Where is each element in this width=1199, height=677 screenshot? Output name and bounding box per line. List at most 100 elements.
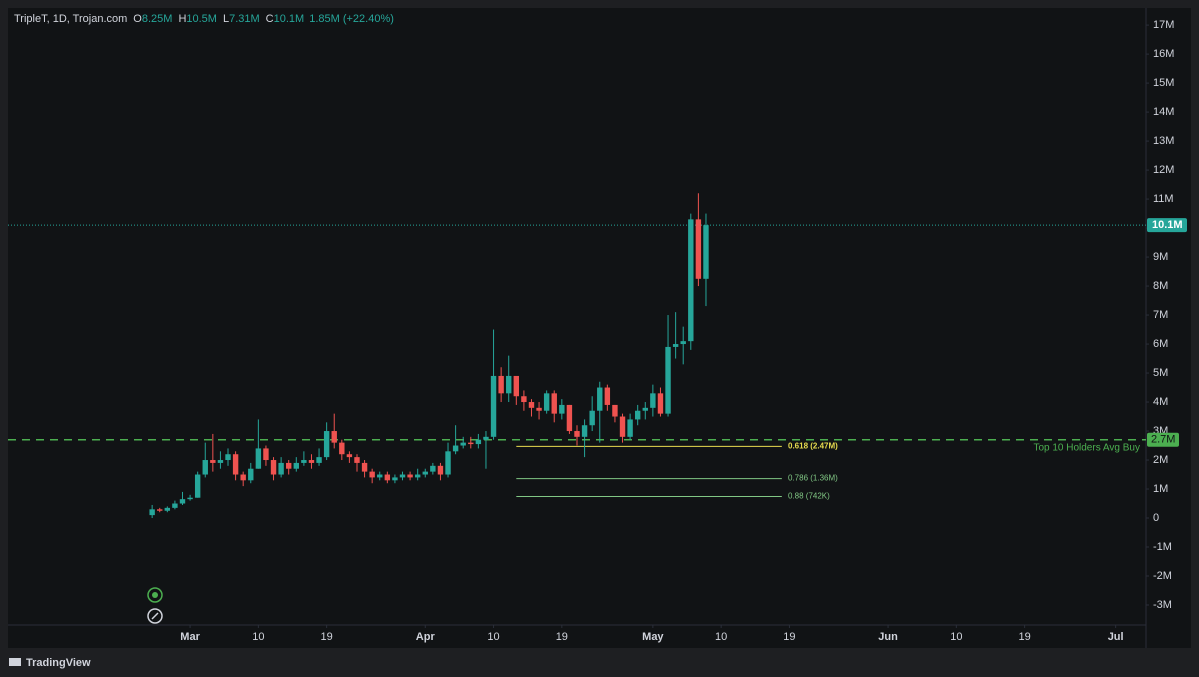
plot-background	[8, 8, 1191, 648]
header-text: 1.85M (+22.40%)	[309, 13, 394, 25]
candle-body	[445, 451, 451, 475]
x-tick-label: 19	[556, 631, 568, 643]
fib-label: 0.618 (2.47M)	[788, 442, 838, 451]
candle-body	[672, 344, 679, 347]
candle-body	[612, 404, 618, 417]
y-tick-label: 11M	[1153, 193, 1174, 205]
header-text: C	[266, 13, 274, 25]
candle-body	[665, 346, 671, 414]
candle-body	[589, 410, 595, 426]
x-tick-label: Apr	[416, 631, 436, 643]
x-tick-label: Jun	[878, 631, 898, 643]
candle-body	[688, 219, 694, 342]
candle-body	[483, 436, 489, 440]
y-tick-label: 5M	[1153, 367, 1168, 379]
candle-body	[468, 442, 474, 445]
header-text: 7.31M	[229, 13, 260, 25]
candle-body	[528, 402, 535, 408]
icon[interactable]	[147, 608, 163, 624]
candle-body	[551, 393, 557, 414]
candle-body	[255, 448, 262, 469]
candle-body	[536, 407, 542, 411]
candle-body	[225, 454, 231, 461]
y-tick-label: 13M	[1153, 135, 1174, 147]
header-text: 10.1M	[274, 13, 305, 25]
x-tick-label: 10	[252, 631, 264, 643]
candle-body	[566, 404, 573, 432]
candle-body	[634, 410, 641, 420]
candle-body	[354, 457, 360, 463]
reference-label: 2.7M	[1151, 434, 1175, 446]
header: TripleT, 1D, Trojan.com O8.25M H10.5M L7.31…	[14, 13, 394, 25]
y-tick-label: 0	[1153, 512, 1159, 524]
candle-body	[157, 509, 163, 511]
candle-body	[559, 404, 565, 414]
candle-body	[437, 465, 444, 475]
candle-body	[232, 454, 239, 475]
candle-body	[316, 457, 322, 463]
y-tick-label: 7M	[1153, 309, 1168, 321]
reference-label-box	[1147, 432, 1179, 447]
y-tick-label: 16M	[1153, 48, 1174, 60]
x-tick-label: May	[642, 631, 664, 643]
y-tick-label: 2M	[1153, 454, 1168, 466]
candle-body	[384, 474, 391, 481]
x-tick-label: 10	[950, 631, 962, 643]
candle-body	[194, 474, 201, 498]
candle-body	[361, 462, 368, 472]
icon[interactable]	[147, 587, 163, 603]
footer-brand: TradingView	[26, 657, 91, 669]
candle-body	[422, 471, 428, 475]
candle-body	[521, 396, 527, 403]
candle-body	[695, 219, 702, 279]
candle-body	[392, 477, 398, 481]
price-label-box	[1147, 218, 1187, 233]
candle-body	[414, 474, 421, 478]
candle-body	[430, 465, 436, 472]
candle-body	[278, 462, 284, 475]
candle-body	[574, 431, 580, 437]
price-label: 10.1M	[1152, 219, 1183, 231]
candle-body	[581, 425, 588, 437]
candle-body	[240, 474, 246, 481]
header-text: 8.25M	[142, 13, 173, 25]
candle-body	[703, 225, 709, 279]
logo	[9, 658, 21, 666]
y-tick-label: 15M	[1153, 77, 1174, 89]
y-tick-label: 6M	[1153, 338, 1168, 350]
candle-body	[323, 431, 330, 458]
header-text: 10.5M	[186, 13, 217, 25]
header-text: O	[133, 13, 142, 25]
candle-body	[604, 387, 611, 405]
candle-body	[619, 416, 626, 437]
candle-body	[642, 407, 648, 411]
candle-body	[452, 445, 459, 452]
candle-body	[263, 448, 269, 461]
y-tick-label: 9M	[1153, 251, 1168, 263]
candle-body	[513, 375, 520, 397]
y-tick-label: -1M	[1153, 541, 1172, 553]
candle-body	[308, 460, 315, 463]
candle-body	[187, 497, 193, 500]
candle-body	[248, 468, 254, 481]
candle-body	[286, 462, 292, 469]
reference-text: Top 10 Holders Avg Buy	[1033, 442, 1140, 453]
icon-dot	[152, 592, 158, 598]
header-text: TripleT, 1D, Trojan.com	[14, 13, 127, 25]
y-tick-label: 17M	[1153, 19, 1174, 31]
candle-body	[627, 419, 633, 437]
icon-stroke	[151, 612, 159, 620]
candle-body	[301, 460, 307, 463]
candle-body	[498, 375, 504, 394]
candle-body	[217, 460, 224, 463]
y-tick-label: -3M	[1153, 599, 1172, 611]
fib-label: 0.88 (742K)	[788, 492, 830, 501]
candle-body	[270, 460, 277, 475]
y-tick-label: 14M	[1153, 106, 1174, 118]
candle-body	[179, 499, 186, 504]
candle-body	[331, 431, 337, 443]
candle-body	[339, 442, 345, 455]
candle-body	[399, 474, 406, 478]
candle-body	[172, 503, 178, 508]
y-tick-label: 12M	[1153, 164, 1174, 176]
